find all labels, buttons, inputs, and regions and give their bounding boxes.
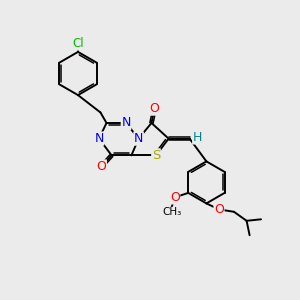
Text: O: O — [150, 102, 159, 115]
Text: S: S — [152, 149, 160, 162]
Text: N: N — [134, 132, 143, 145]
Text: H: H — [193, 131, 202, 144]
Text: CH₃: CH₃ — [162, 207, 181, 218]
Text: O: O — [97, 160, 106, 173]
Text: N: N — [121, 116, 131, 130]
Text: Cl: Cl — [72, 37, 84, 50]
Text: O: O — [170, 191, 180, 204]
Text: O: O — [214, 203, 224, 216]
Text: N: N — [94, 132, 104, 145]
